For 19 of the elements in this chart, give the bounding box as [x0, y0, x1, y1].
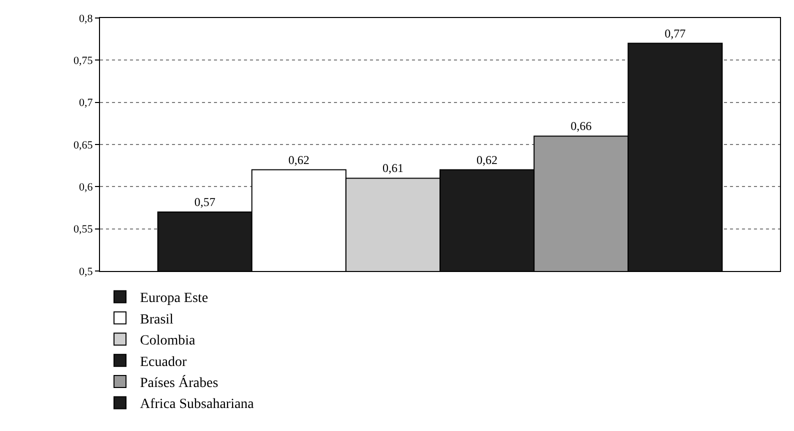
y-tick-label: 0,8	[79, 12, 94, 25]
y-tick-label: 0,65	[74, 139, 94, 152]
y-tick-label: 0,5	[79, 266, 94, 278]
y-tick-label: 0,6	[79, 182, 94, 194]
y-tick-label: 0,75	[74, 55, 94, 68]
data-label: 0,57	[194, 194, 216, 209]
legend-label: Países Árabes	[140, 374, 218, 391]
legend-label: Ecuador	[140, 354, 187, 370]
data-label: 0,66	[570, 119, 592, 134]
legend-label: Africa Subsahariana	[140, 397, 255, 412]
legend-label: Europa Este	[140, 291, 208, 306]
y-tick-label: 0,55	[74, 224, 94, 236]
data-label: 0,77	[664, 26, 686, 40]
legend-label: Colombia	[140, 334, 196, 349]
legend-label: Brasil	[140, 312, 174, 328]
data-label: 0,61	[382, 161, 404, 176]
y-tick-label: 0,7	[79, 97, 94, 110]
data-label: 0,62	[476, 152, 498, 167]
data-label: 0,62	[288, 152, 310, 167]
